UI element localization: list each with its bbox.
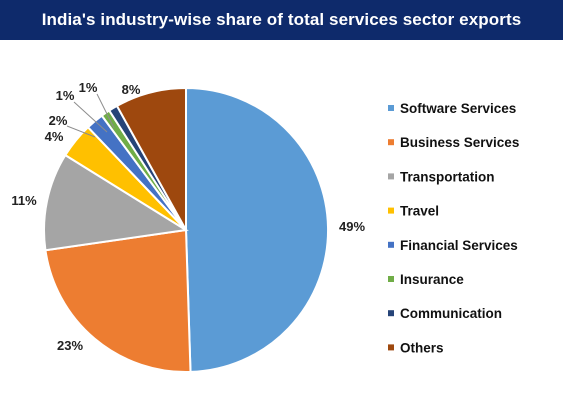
legend-swatch <box>388 344 394 351</box>
legend-swatch <box>388 139 394 146</box>
data-label-software-services: 49% <box>339 219 365 234</box>
pie-slice-business-services <box>44 228 192 373</box>
legend-item-others: Others <box>388 340 444 355</box>
data-label-business-services: 23% <box>57 338 83 353</box>
legend-label: Others <box>400 340 444 355</box>
legend-swatch <box>388 310 394 317</box>
data-label-others: 8% <box>122 82 141 97</box>
data-label-travel: 4% <box>45 129 64 144</box>
legend-swatch <box>388 173 394 180</box>
legend-item-financial-services: Financial Services <box>388 238 518 253</box>
legend-label: Software Services <box>400 101 516 116</box>
legend-label: Travel <box>400 204 439 219</box>
leader-line <box>73 101 108 133</box>
chart-title: India's industry-wise share of total ser… <box>41 10 522 29</box>
pie-slice-software-services <box>185 86 330 373</box>
data-label-insurance: 1% <box>56 88 75 103</box>
legend-swatch <box>388 276 394 282</box>
legend-item-insurance: Insurance <box>388 272 464 287</box>
data-label-transportation: 11% <box>11 193 37 208</box>
legend-label: Financial Services <box>400 238 518 253</box>
legend-label: Communication <box>400 306 502 321</box>
leader-line <box>66 125 96 138</box>
data-labels: 49% 23% 11% 4%2% 1% 1% 8% <box>11 80 365 353</box>
legend-item-software-services: Software Services <box>388 101 516 116</box>
legend-swatch <box>388 241 394 248</box>
pie-slices <box>43 86 330 373</box>
legend-label: Business Services <box>400 135 519 150</box>
pie-slice-transportation <box>43 153 189 252</box>
legend-item-transportation: Transportation <box>388 169 495 184</box>
legend-swatch <box>388 207 394 214</box>
legend: Software Services Business Services Transp… <box>388 101 519 355</box>
legend-item-business-services: Business Services <box>388 135 519 150</box>
data-label-communication: 1% <box>79 80 98 95</box>
pie-chart: 49% 23% 11% 4%2% 1% 1% 8% Software Services Bus… <box>11 80 519 373</box>
legend-label: Transportation <box>400 169 495 184</box>
chart-title-bar: India's industry-wise share of total ser… <box>0 0 563 40</box>
leader-lines <box>66 93 115 138</box>
data-label-financial-services: 2% <box>49 113 68 128</box>
legend-label: Insurance <box>400 272 464 287</box>
pie-slice-others <box>115 86 187 234</box>
leader-line <box>96 93 115 129</box>
legend-item-communication: Communication <box>388 306 502 321</box>
legend-item-travel: Travel <box>388 204 439 219</box>
legend-swatch <box>388 105 394 111</box>
